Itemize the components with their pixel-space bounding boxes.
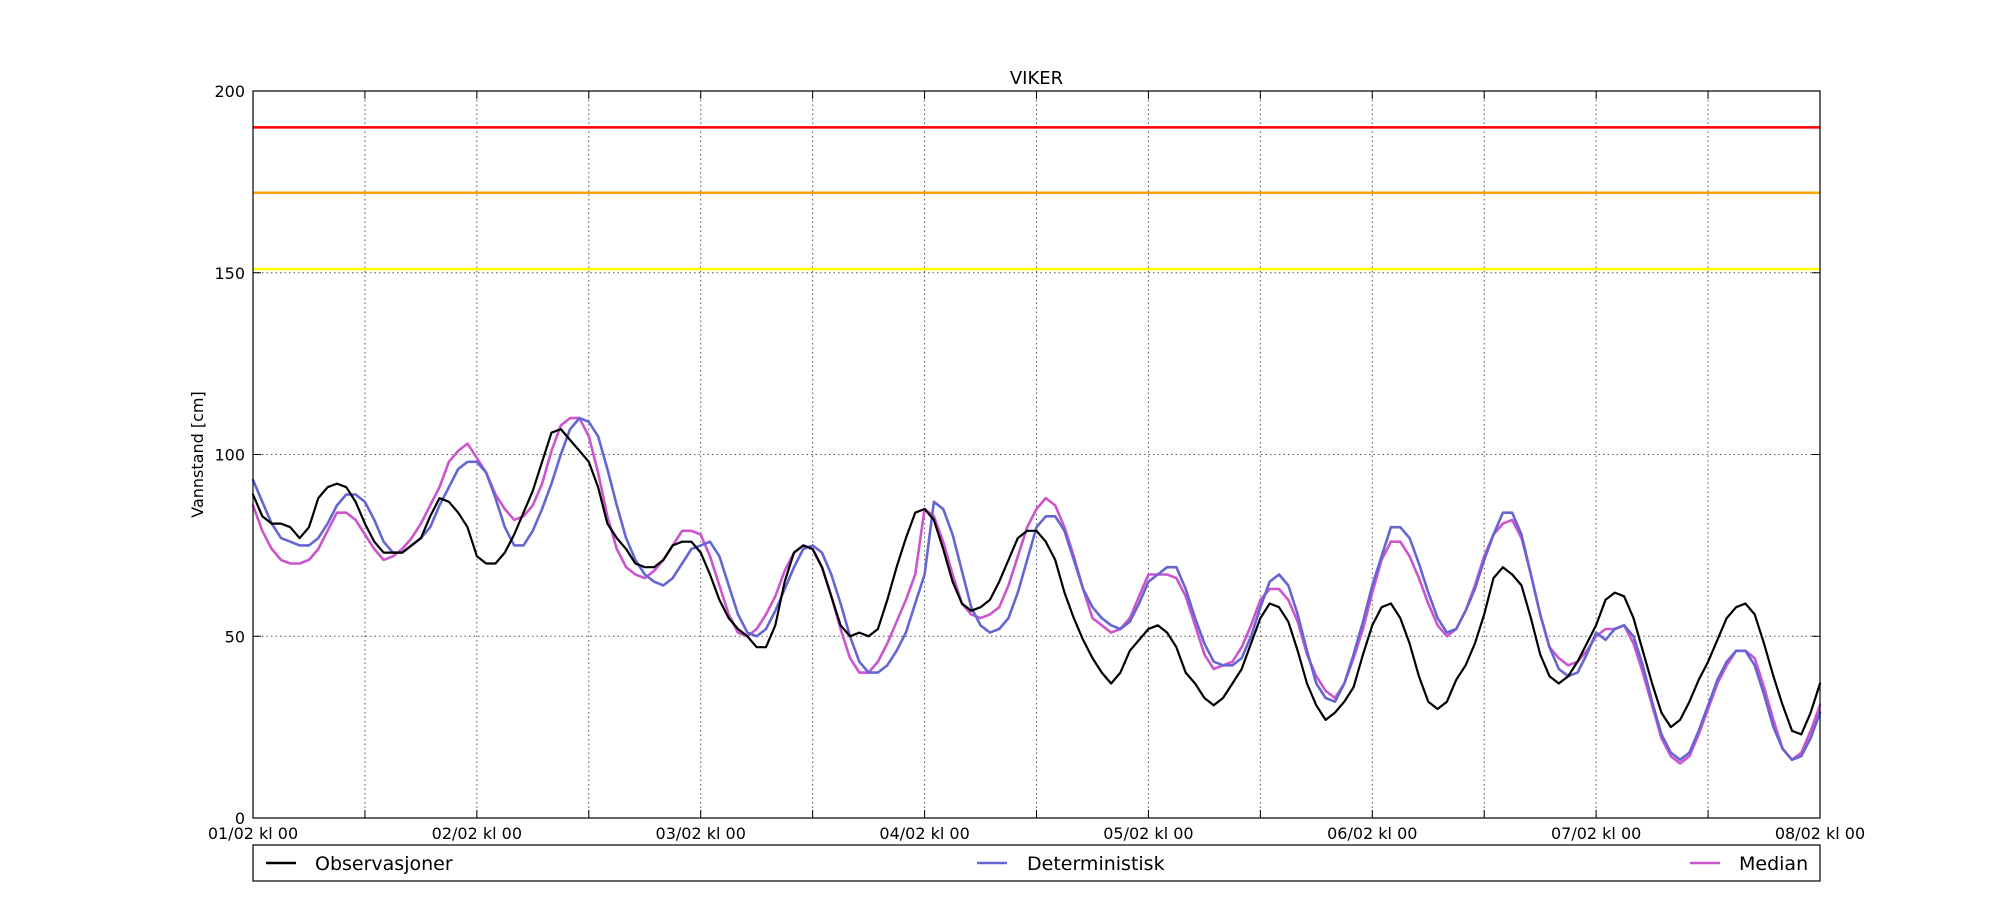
x-tick-label: 08/02 kl 00 (1775, 824, 1865, 843)
y-axis-ticks: 0 50 100 150 200 (214, 82, 1820, 828)
legend-label-observasjoner: Observasjoner (315, 853, 453, 875)
legend-label-median: Median (1739, 853, 1808, 875)
y-tick-label: 200 (214, 82, 245, 101)
series-line-median (251, 416, 1822, 765)
series-line-deterministisk (251, 416, 1822, 762)
x-tick-label: 03/02 kl 00 (656, 824, 746, 843)
y-tick-label: 100 (214, 446, 245, 465)
legend-label-deterministisk: Deterministisk (1027, 853, 1165, 875)
x-tick-label: 02/02 kl 00 (432, 824, 522, 843)
threshold-lines (253, 126, 1820, 271)
y-axis-label: Vannstand [cm] (188, 391, 207, 517)
x-tick-label: 06/02 kl 00 (1327, 824, 1417, 843)
grid-lines (253, 91, 1820, 818)
x-tick-label: 05/02 kl 00 (1103, 824, 1193, 843)
legend: Observasjoner Deterministisk Median (252, 844, 1821, 882)
x-tick-label: 07/02 kl 00 (1551, 824, 1641, 843)
y-tick-label: 0 (235, 809, 245, 828)
series-line-observasjoner (251, 428, 1822, 736)
y-tick-label: 150 (214, 264, 245, 283)
y-tick-label: 50 (225, 627, 245, 646)
legend-frame (252, 844, 1821, 882)
x-axis-ticks: 01/02 kl 00 02/02 kl 00 03/02 kl 00 04/02 k… (208, 91, 1865, 843)
x-tick-label: 04/02 kl 00 (879, 824, 969, 843)
series-lines (251, 416, 1822, 765)
chart-title: VIKER (1010, 68, 1063, 89)
x-tick-label: 01/02 kl 00 (208, 824, 298, 843)
